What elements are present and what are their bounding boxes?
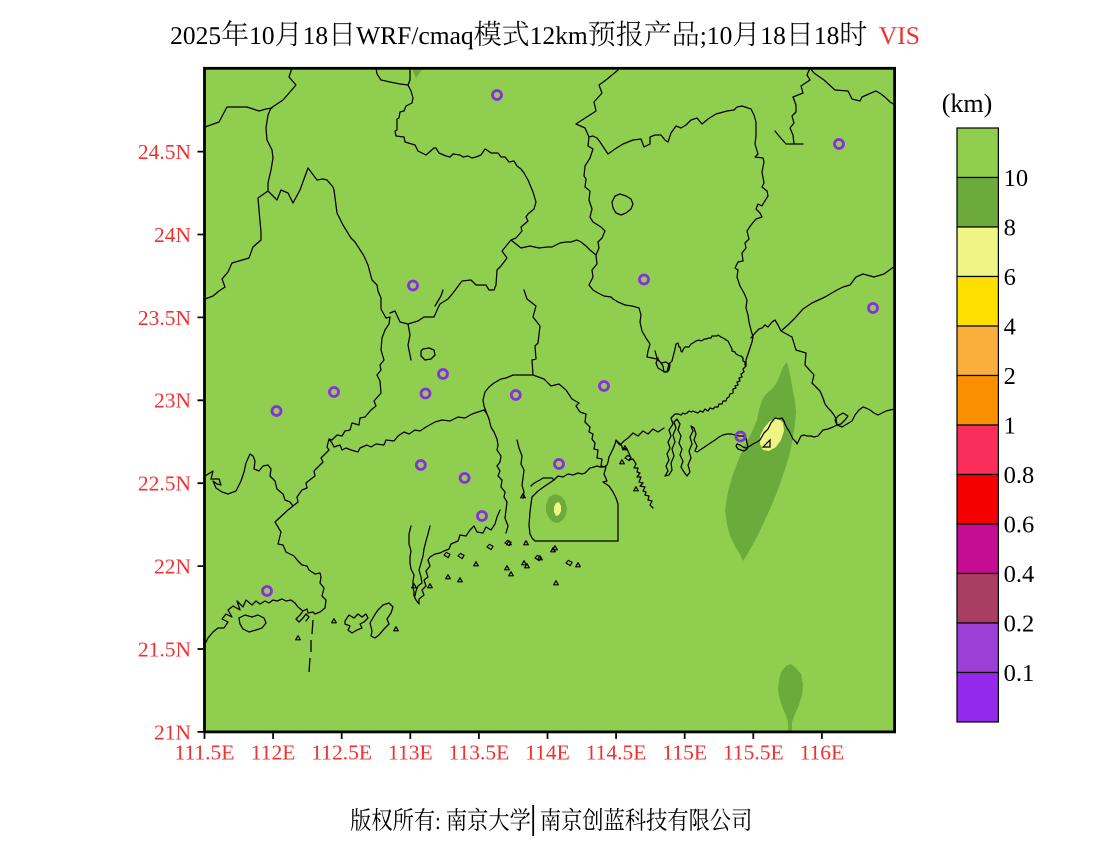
svg-text:111.5E: 111.5E <box>175 741 235 765</box>
svg-text:23.5N: 23.5N <box>138 306 192 330</box>
svg-text:0.4: 0.4 <box>1004 561 1035 588</box>
svg-text:113E: 113E <box>388 741 433 765</box>
svg-text:114E: 114E <box>525 741 570 765</box>
svg-text:10: 10 <box>1004 165 1029 192</box>
svg-text:21.5N: 21.5N <box>138 637 192 661</box>
svg-text:2: 2 <box>1004 363 1016 390</box>
svg-text:(km): (km) <box>942 89 993 118</box>
svg-text:22N: 22N <box>154 555 192 579</box>
svg-text:0.6: 0.6 <box>1004 511 1035 538</box>
svg-text:24.5N: 24.5N <box>138 140 192 164</box>
svg-text:6: 6 <box>1004 264 1016 291</box>
svg-text:116E: 116E <box>800 741 845 765</box>
svg-text:112E: 112E <box>251 741 296 765</box>
svg-text:24N: 24N <box>154 223 192 247</box>
svg-text:0.8: 0.8 <box>1004 462 1035 489</box>
svg-text:114.5E: 114.5E <box>586 741 647 765</box>
svg-text:115.5E: 115.5E <box>723 741 784 765</box>
svg-text:22.5N: 22.5N <box>138 472 192 496</box>
svg-text:0.2: 0.2 <box>1004 610 1035 637</box>
svg-text:1: 1 <box>1004 412 1016 439</box>
svg-text:23N: 23N <box>154 389 192 413</box>
svg-text:4: 4 <box>1004 313 1016 340</box>
svg-text:0.1: 0.1 <box>1004 660 1035 687</box>
svg-text:112.5E: 112.5E <box>311 741 372 765</box>
svg-text:8: 8 <box>1004 214 1016 241</box>
svg-text:113.5E: 113.5E <box>449 741 510 765</box>
svg-text:21N: 21N <box>154 720 192 744</box>
svg-text:115E: 115E <box>662 741 707 765</box>
